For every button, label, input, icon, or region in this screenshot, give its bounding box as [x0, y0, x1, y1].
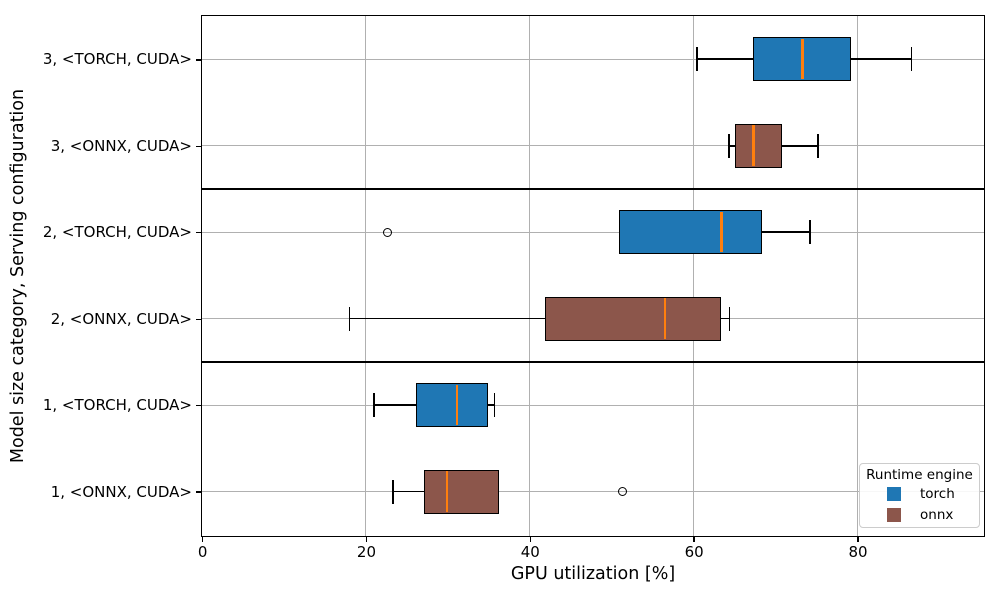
x-axis-label: GPU utilization [%] — [510, 564, 676, 584]
legend-title: Runtime engine — [866, 467, 973, 483]
upper-whisker-cap — [493, 393, 496, 418]
y-tick-label: 3, <ONNX, CUDA> — [50, 136, 192, 155]
y-tick-mark — [196, 59, 201, 61]
median-line — [801, 38, 804, 80]
upper-whisker-line — [850, 58, 912, 61]
upper-whisker-line — [721, 317, 730, 320]
y-tick-label: 2, <TORCH, CUDA> — [42, 223, 192, 242]
legend-swatch-torch — [887, 486, 901, 501]
y-gridline — [202, 145, 984, 147]
lower-whisker-line — [349, 317, 546, 320]
y-tick-mark — [196, 318, 201, 320]
y-tick-label: 3, <TORCH, CUDA> — [42, 50, 192, 69]
lower-whisker-cap — [392, 479, 394, 504]
legend-entry-label: torch — [920, 485, 955, 502]
median-line — [455, 384, 458, 426]
y-tick-label: 2, <ONNX, CUDA> — [50, 309, 192, 328]
y-tick-label: 1, <TORCH, CUDA> — [42, 396, 192, 415]
legend: Runtime engine torch onnx — [859, 463, 980, 528]
median-line — [752, 125, 755, 166]
median-line — [720, 211, 723, 253]
y-tick-mark — [196, 145, 201, 147]
median-line — [663, 298, 667, 339]
box-torch — [415, 383, 488, 428]
lower-whisker-cap — [373, 393, 375, 418]
y-gridline — [202, 491, 984, 493]
y-axis-label: Model size category, Serving configurati… — [8, 88, 28, 464]
x-tick-label: 40 — [520, 543, 540, 561]
y-gridline — [202, 231, 984, 233]
y-tick-mark — [196, 232, 201, 234]
lower-whisker-line — [374, 404, 416, 406]
x-tick-label: 80 — [848, 543, 868, 561]
lower-whisker-line — [392, 490, 425, 493]
legend-entry: onnx — [860, 504, 979, 525]
category-separator-line — [202, 188, 984, 190]
upper-whisker-cap — [817, 133, 819, 158]
x-gridline — [365, 16, 367, 536]
x-tick-mark — [201, 537, 204, 542]
x-tick-mark — [693, 537, 695, 542]
lower-whisker-cap — [727, 133, 730, 158]
outlier-marker — [382, 227, 392, 237]
upper-whisker-line — [487, 404, 495, 406]
median-line — [445, 471, 449, 512]
y-gridline — [202, 404, 984, 406]
x-gridline — [529, 16, 531, 536]
box-torch — [619, 210, 762, 255]
upper-whisker-cap — [910, 47, 913, 72]
legend-entry-label: onnx — [920, 506, 954, 523]
lower-whisker-cap — [348, 306, 351, 331]
box-onnx — [735, 123, 783, 168]
lower-whisker-cap — [696, 47, 698, 72]
box-onnx — [424, 469, 499, 514]
legend-swatch-onnx — [887, 507, 901, 522]
legend-entries: torch onnx — [860, 483, 979, 525]
box-onnx — [545, 296, 722, 341]
upper-whisker-cap — [809, 220, 811, 245]
outlier-marker — [617, 487, 627, 497]
x-tick-mark — [365, 537, 368, 542]
legend-entry: torch — [860, 483, 979, 504]
x-tick-label: 20 — [356, 543, 376, 561]
x-gridline — [856, 16, 858, 536]
lower-whisker-line — [696, 58, 753, 61]
x-tick-label: 0 — [197, 543, 208, 561]
upper-whisker-line — [761, 231, 810, 233]
x-gridline — [693, 16, 695, 536]
plot-area: Runtime engine torch onnx — [201, 15, 985, 537]
y-gridline — [202, 58, 984, 60]
y-tick-mark — [196, 405, 201, 407]
lower-whisker-line — [728, 144, 736, 147]
x-tick-label: 60 — [684, 543, 704, 561]
x-tick-mark — [857, 537, 859, 542]
y-tick-mark — [196, 491, 201, 493]
y-tick-label: 1, <ONNX, CUDA> — [50, 482, 192, 501]
x-tick-mark — [529, 537, 531, 542]
upper-whisker-cap — [728, 306, 731, 331]
upper-whisker-line — [782, 144, 819, 147]
category-separator-line — [202, 361, 984, 363]
